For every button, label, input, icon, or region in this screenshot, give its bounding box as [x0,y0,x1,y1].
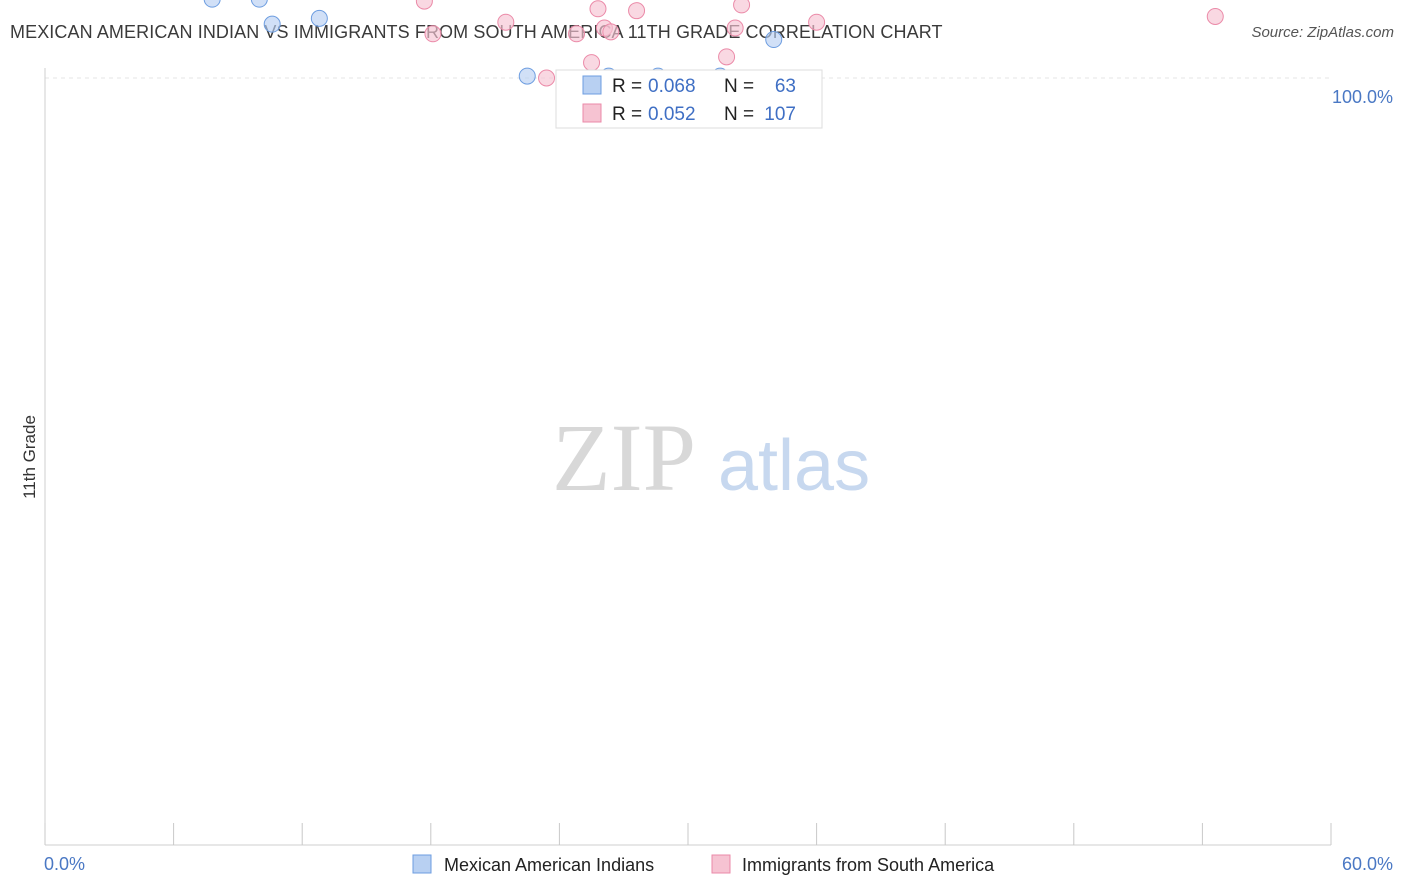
legend-swatch-pink [582,103,602,123]
legend-r-label-2: R = [612,104,642,125]
y-axis-title: 11th Grade [20,415,39,499]
gridlines [45,77,1331,79]
point-south-america [497,13,515,31]
series-legend: Mexican American Indians Immigrants from… [412,854,995,875]
point-south-america [628,2,646,20]
watermark-atlas: atlas [718,426,870,506]
watermark: ZIP atlas [552,404,870,511]
y-axis-labels: 100.0%90.0%80.0%70.0% [1332,87,1393,107]
y-tick-label: 100.0% [1332,87,1393,107]
point-south-america [602,23,620,41]
watermark-zip: ZIP [552,404,696,511]
point-south-america [568,25,586,43]
point-south-america [733,0,751,14]
legend-r-value-2: 0.052 [648,104,696,125]
axes [44,68,1332,846]
point-mexican-american-indian [765,31,783,49]
x-tick-label: 60.0% [1342,854,1393,874]
point-south-america [726,19,744,37]
series-legend-label-1: Mexican American Indians [444,855,654,875]
point-south-america [1206,7,1224,25]
point-south-america [415,0,433,10]
data-points [203,0,1224,87]
legend-n-label-1: N = [724,76,754,97]
point-mexican-american-indian [250,0,268,8]
x-tick-label: 0.0% [44,854,85,874]
chart-source: Source: ZipAtlas.com [1251,24,1394,41]
stats-legend: R = 0.068 N = 63 R = 0.052 N = 107 [555,69,823,129]
legend-n-value-2: 107 [764,104,796,125]
point-south-america [538,69,556,87]
series-legend-label-2: Immigrants from South America [742,855,995,875]
point-mexican-american-indian [518,67,536,85]
series-legend-swatch-pink [711,854,731,874]
point-south-america [424,25,442,43]
chart-title: MEXICAN AMERICAN INDIAN VS IMMIGRANTS FR… [10,22,943,42]
point-south-america [718,48,736,66]
legend-r-value-1: 0.068 [648,76,696,97]
legend-swatch-blue [582,75,602,95]
point-mexican-american-indian [203,0,221,8]
point-south-america [583,54,601,72]
point-south-america [589,0,607,18]
legend-n-label-2: N = [724,104,754,125]
point-mexican-american-indian [263,15,281,33]
series-legend-swatch-blue [412,854,432,874]
legend-n-value-1: 63 [775,76,796,97]
point-mexican-american-indian [310,9,328,27]
x-axis-labels: 0.0% 60.0% [44,854,1393,874]
point-south-america [808,13,826,31]
legend-r-label-1: R = [612,76,642,97]
